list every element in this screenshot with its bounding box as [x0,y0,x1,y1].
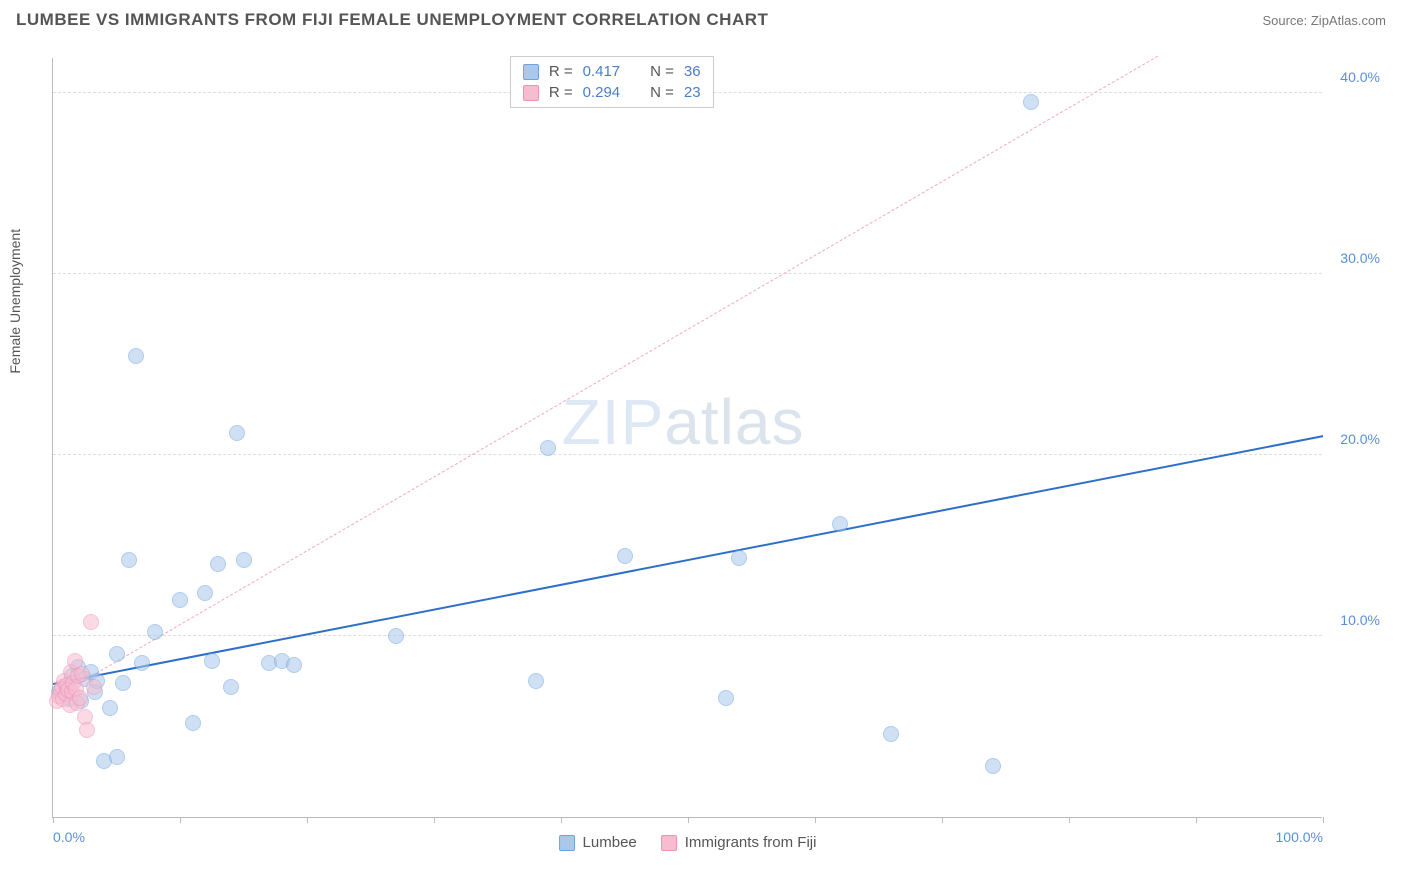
series-swatch [523,85,539,101]
legend-item: Lumbee [559,834,637,851]
data-point [718,690,734,706]
r-label: R = [549,63,573,80]
y-tick-label: 10.0% [1340,612,1380,628]
x-tick [434,817,435,823]
n-value: 36 [684,63,701,80]
x-tick [688,817,689,823]
y-axis-title: Female Unemployment [7,228,23,373]
grid-line [53,454,1322,455]
data-point [109,749,125,765]
data-point [832,516,848,532]
grid-line [53,273,1322,274]
x-tick-label: 100.0% [1276,829,1323,845]
legend-swatch [559,835,575,851]
data-point [79,722,95,738]
data-point [229,425,245,441]
stats-box: R = 0.417 N = 36 R = 0.294 N = 23 [510,56,714,108]
data-point [185,715,201,731]
data-point [172,592,188,608]
legend-label: Immigrants from Fiji [685,834,817,851]
grid-line [53,635,1322,636]
chart-header: LUMBEE VS IMMIGRANTS FROM FIJI FEMALE UN… [0,0,1406,34]
data-point [528,673,544,689]
x-tick [307,817,308,823]
stats-row: R = 0.417 N = 36 [523,61,701,82]
data-point [540,440,556,456]
data-point [128,348,144,364]
x-tick [815,817,816,823]
x-tick [53,817,54,823]
data-point [102,700,118,716]
data-point [388,628,404,644]
data-point [731,550,747,566]
chart-title: LUMBEE VS IMMIGRANTS FROM FIJI FEMALE UN… [16,10,768,30]
data-point [121,552,137,568]
x-tick [180,817,181,823]
legend-swatch [661,835,677,851]
data-point [223,679,239,695]
data-point [197,585,213,601]
r-value: 0.294 [583,84,621,101]
y-tick-label: 40.0% [1340,69,1380,85]
data-point [109,646,125,662]
data-point [210,556,226,572]
data-point [134,655,150,671]
data-point [286,657,302,673]
data-point [86,679,102,695]
data-point [236,552,252,568]
x-tick-label: 0.0% [53,829,85,845]
stats-row: R = 0.294 N = 23 [523,82,701,103]
r-value: 0.417 [583,63,621,80]
data-point [985,758,1001,774]
data-point [147,624,163,640]
data-point [83,614,99,630]
n-label: N = [650,63,674,80]
data-point [115,675,131,691]
chart-source: Source: ZipAtlas.com [1262,13,1386,28]
chart-container: Female Unemployment 10.0%20.0%30.0%40.0%… [52,58,1382,818]
data-point [204,653,220,669]
data-point [1023,94,1039,110]
legend-label: Lumbee [583,834,637,851]
x-tick [1196,817,1197,823]
r-label: R = [549,84,573,101]
series-swatch [523,64,539,80]
n-value: 23 [684,84,701,101]
y-tick-label: 30.0% [1340,250,1380,266]
x-tick [1323,817,1324,823]
data-point [883,726,899,742]
data-point [617,548,633,564]
y-tick-label: 20.0% [1340,431,1380,447]
watermark: ZIPatlas [562,385,805,459]
legend: Lumbee Immigrants from Fiji [559,834,817,851]
plot-area: Female Unemployment 10.0%20.0%30.0%40.0%… [52,58,1322,818]
x-tick [942,817,943,823]
trend-line [53,56,1158,699]
n-label: N = [650,84,674,101]
legend-item: Immigrants from Fiji [661,834,817,851]
x-tick [561,817,562,823]
data-point [72,690,88,706]
x-tick [1069,817,1070,823]
